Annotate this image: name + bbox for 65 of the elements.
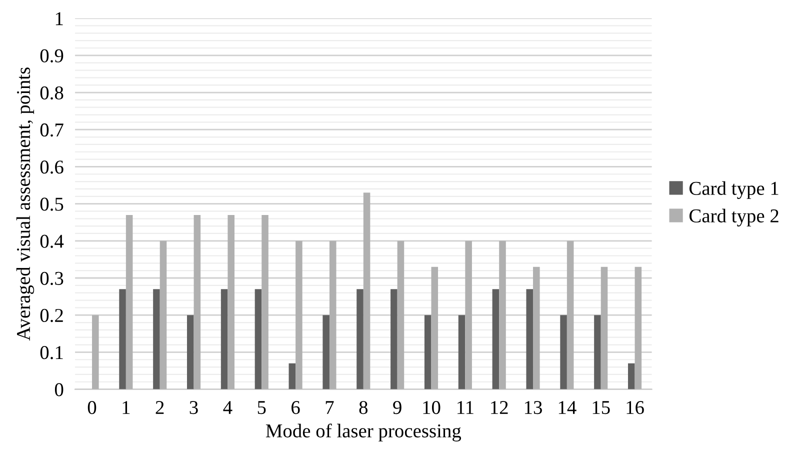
x-tick-label: 16: [626, 401, 644, 414]
x-tick-label: 13: [525, 401, 542, 414]
bar: [594, 315, 601, 390]
bar: [262, 214, 268, 390]
y-tick-label: 1: [56, 12, 63, 26]
y-tick-label: 0.7: [40, 123, 64, 137]
bar: [356, 289, 364, 390]
bar: [634, 266, 642, 390]
x-tick-label: 12: [491, 401, 508, 414]
bar: [628, 363, 635, 390]
y-tick-label: 0.3: [40, 272, 64, 286]
bar: [499, 240, 506, 390]
x-tick-label: 14: [558, 401, 576, 414]
x-tick-label: 5: [258, 401, 266, 414]
bar: [465, 240, 472, 390]
x-tick-label: 10: [423, 400, 440, 414]
bar: [288, 363, 296, 390]
bar: [296, 240, 302, 390]
bar: [126, 214, 133, 390]
bar: [431, 266, 438, 390]
x-tick-label: 15: [592, 401, 610, 414]
legend-label: Card type 2: [689, 208, 778, 226]
bar: [363, 192, 370, 390]
bar: [322, 315, 330, 390]
x-tick-label: 7: [326, 401, 334, 414]
y-tick-label: 0.9: [40, 49, 64, 62]
bar: [119, 289, 126, 390]
x-tick-label: 11: [458, 401, 474, 414]
bar: [526, 289, 534, 390]
y-tick-label: 0.6: [40, 160, 64, 174]
y-tick-label: 0.5: [40, 198, 64, 211]
y-tick-label: 0.4: [40, 234, 64, 248]
y-axis-title: Averaged visual assessment, points: [16, 68, 34, 341]
bar: [600, 266, 608, 390]
bar: [254, 289, 262, 390]
bar: [560, 315, 567, 390]
x-tick-label: 2: [156, 401, 164, 414]
x-tick-label: 9: [393, 401, 402, 414]
bar: [492, 289, 500, 390]
bar: [566, 240, 574, 390]
y-tick-label: 0.1: [40, 346, 63, 360]
bar: [194, 214, 201, 390]
y-tick-label: 0: [54, 383, 64, 396]
x-tick-label: 0: [88, 400, 96, 414]
y-tick-label: 0.2: [40, 308, 63, 322]
x-tick-label: 4: [223, 401, 232, 414]
bar: [92, 315, 99, 390]
bar: [424, 315, 432, 390]
bar: [458, 315, 466, 390]
bar: [390, 289, 398, 390]
x-tick-label: 8: [359, 400, 368, 414]
bar: [220, 289, 228, 390]
y-tick-label: 0.8: [40, 86, 64, 100]
x-tick-label: 3: [190, 401, 198, 414]
bar: [187, 315, 194, 390]
bar: [533, 266, 540, 390]
bar: [228, 214, 234, 390]
bar: [397, 240, 404, 390]
bar: [160, 240, 167, 390]
x-tick-label: 1: [122, 401, 130, 414]
x-tick-label: 6: [292, 401, 300, 414]
bar: [329, 240, 336, 390]
legend-label: Card type 1: [689, 181, 778, 199]
bar: [153, 289, 160, 390]
x-axis-title: Mode of laser processing: [266, 424, 462, 442]
